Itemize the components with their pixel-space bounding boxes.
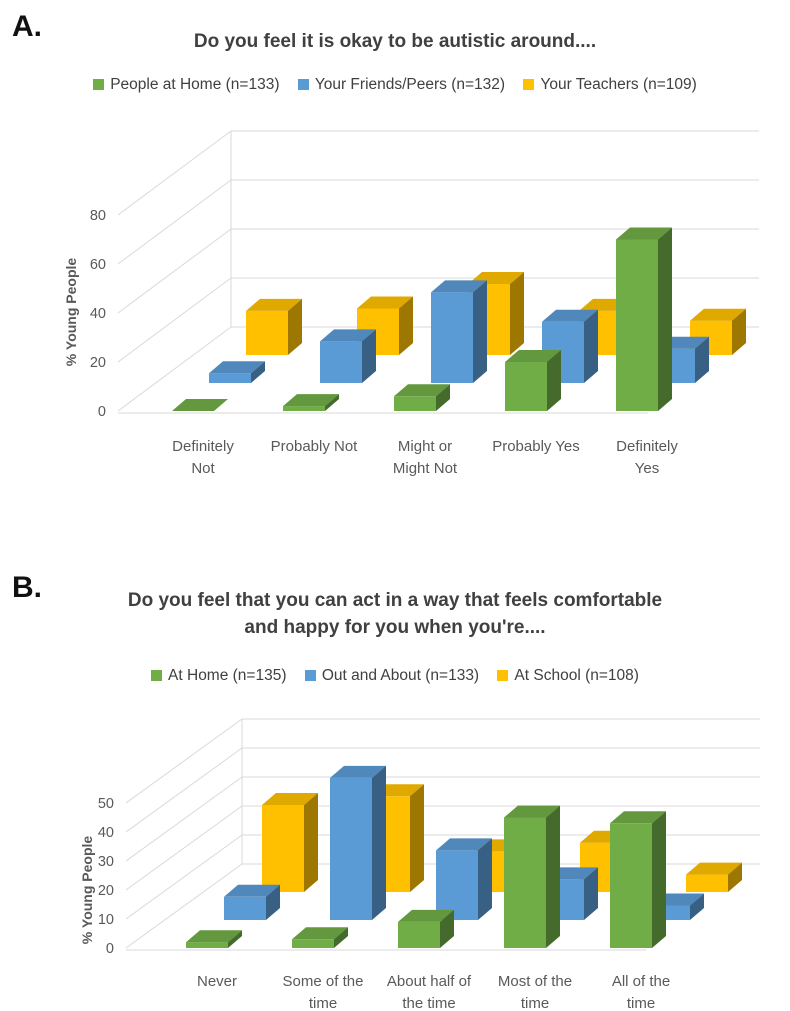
legend-swatch-b-1: [304, 670, 316, 681]
bar-a-s0-c0: [172, 399, 228, 411]
bar-b-s0-c2: [398, 909, 454, 948]
x-tick-label-b-4: All of the time: [612, 973, 670, 1011]
legend-item-a-0: People at Home (n=133): [93, 76, 280, 94]
y-axis-title-b: % Young People: [79, 836, 95, 945]
y-axis-title-a: % Young People: [63, 258, 79, 367]
legend-swatch-b-2: [497, 670, 509, 681]
legend-swatch-a-0: [93, 79, 105, 90]
chart-title-a: Do you feel it is okay to be autistic ar…: [193, 31, 597, 52]
bar-b-s2-c0: [262, 793, 318, 892]
bar-b-s2-c4: [686, 862, 742, 892]
bar-a-s0-c3: [505, 350, 561, 411]
legend-item-b-0: At Home (n=135): [151, 667, 287, 685]
legend-label-a-0: People at Home (n=133): [110, 76, 280, 93]
bar-b-s0-c3: [504, 805, 560, 948]
bar-b-s0-c4: [610, 811, 666, 948]
y-tick-label-b-4: 40: [98, 825, 114, 841]
bar-b-s1-c1: [330, 765, 386, 920]
chart-plot-a: 0 20 40 60 80 % Young People Definitely Not Prob…: [63, 130, 759, 477]
chart-title-b-line-2: and happy for you when you're....: [244, 617, 546, 638]
gridline-a-0: [117, 326, 232, 412]
gridline-b-4: [125, 747, 243, 833]
legend-item-a-1: Your Friends/Peers (n=132): [297, 76, 506, 94]
bar-b-s1-c0: [224, 884, 280, 920]
x-tick-label-a-0: Definitely Not: [172, 438, 234, 477]
bars-a: [172, 227, 746, 411]
gridline-b-2: [125, 805, 243, 891]
bar-a-s1-c2: [431, 280, 487, 383]
chart-panel-a: A. Do you feel it is okay to be autistic…: [0, 0, 790, 505]
gridline-a-1: [117, 277, 232, 363]
gridline-b-3: [125, 776, 243, 862]
gridline-a-4: [117, 130, 232, 216]
x-tick-label-b-3: Most of the time: [498, 973, 572, 1011]
bars-b: [186, 765, 742, 948]
x-tick-label-a-3: Probably Yes: [492, 438, 580, 455]
legend-b: At Home (n=135) Out and About (n=133) At…: [0, 667, 790, 685]
legend-item-b-2: At School (n=108): [497, 667, 639, 685]
legend-label-b-2: At School (n=108): [514, 667, 639, 684]
legend-label-b-1: Out and About (n=133): [321, 667, 480, 684]
bar-a-s1-c0: [209, 361, 265, 383]
x-tick-label-a-1: Probably Not: [271, 438, 359, 455]
chart-plot-b: 0 10 20 30 40 50 % Young People Never Some of th…: [79, 718, 760, 1011]
x-tick-label-b-0: Never: [197, 973, 237, 990]
gridlines-b: [125, 718, 760, 951]
legend-a: People at Home (n=133) Your Friends/Peer…: [0, 76, 790, 94]
chart-panel-b: B. Do you feel that you can act in a way…: [0, 505, 790, 1011]
x-tick-label-a-2: Might or Might Not: [393, 438, 458, 477]
legend-swatch-a-2: [523, 79, 535, 90]
gridline-b-1: [125, 834, 243, 920]
bar-a-s2-c0: [246, 298, 302, 355]
x-tick-label-b-1: Some of the time: [283, 973, 364, 1011]
chart-title-b-line-1: Do you feel that you can act in a way th…: [127, 590, 663, 611]
gridline-a-3: [117, 179, 232, 265]
y-tick-label-b-0: 0: [106, 941, 114, 957]
panel-label-a: A.: [12, 10, 42, 43]
bar-a-s0-c2: [394, 384, 450, 411]
x-tick-label-a-4: Definitely Yes: [616, 438, 678, 477]
panel-label-b: B.: [12, 571, 42, 604]
gridline-b-5: [125, 718, 243, 804]
y-tick-label-b-5: 50: [98, 796, 114, 812]
bar-b-s0-c0: [186, 930, 242, 948]
legend-swatch-b-0: [151, 670, 163, 681]
chart-title-b: Do you feel that you can act in a way th…: [0, 587, 790, 641]
y-tick-label-a-2: 40: [90, 306, 106, 322]
legend-label-a-2: Your Teachers (n=109): [540, 76, 697, 93]
legend-label-b-0: At Home (n=135): [168, 667, 287, 684]
y-tick-label-b-3: 30: [98, 854, 114, 870]
y-tick-label-b-1: 10: [98, 912, 114, 928]
legend-label-a-1: Your Friends/Peers (n=132): [314, 76, 506, 93]
legend-item-b-1: Out and About (n=133): [304, 667, 480, 685]
bar-b-s0-c1: [292, 927, 348, 948]
y-tick-label-a-4: 80: [90, 208, 106, 224]
legend-swatch-a-1: [297, 79, 309, 90]
y-tick-label-a-3: 60: [90, 257, 106, 273]
bar-b-s1-c2: [436, 838, 492, 920]
bar-a-s1-c1: [320, 329, 376, 383]
gridline-b-0: [125, 863, 243, 949]
y-tick-label-a-1: 20: [90, 355, 106, 371]
bar-a-s0-c4: [616, 227, 672, 411]
gridline-a-2: [117, 228, 232, 314]
y-tick-label-b-2: 20: [98, 883, 114, 899]
legend-item-a-2: Your Teachers (n=109): [523, 76, 697, 94]
y-tick-label-a-0: 0: [98, 404, 106, 420]
bar-a-s0-c1: [283, 394, 339, 411]
x-tick-label-b-2: About half of the time: [387, 973, 472, 1011]
